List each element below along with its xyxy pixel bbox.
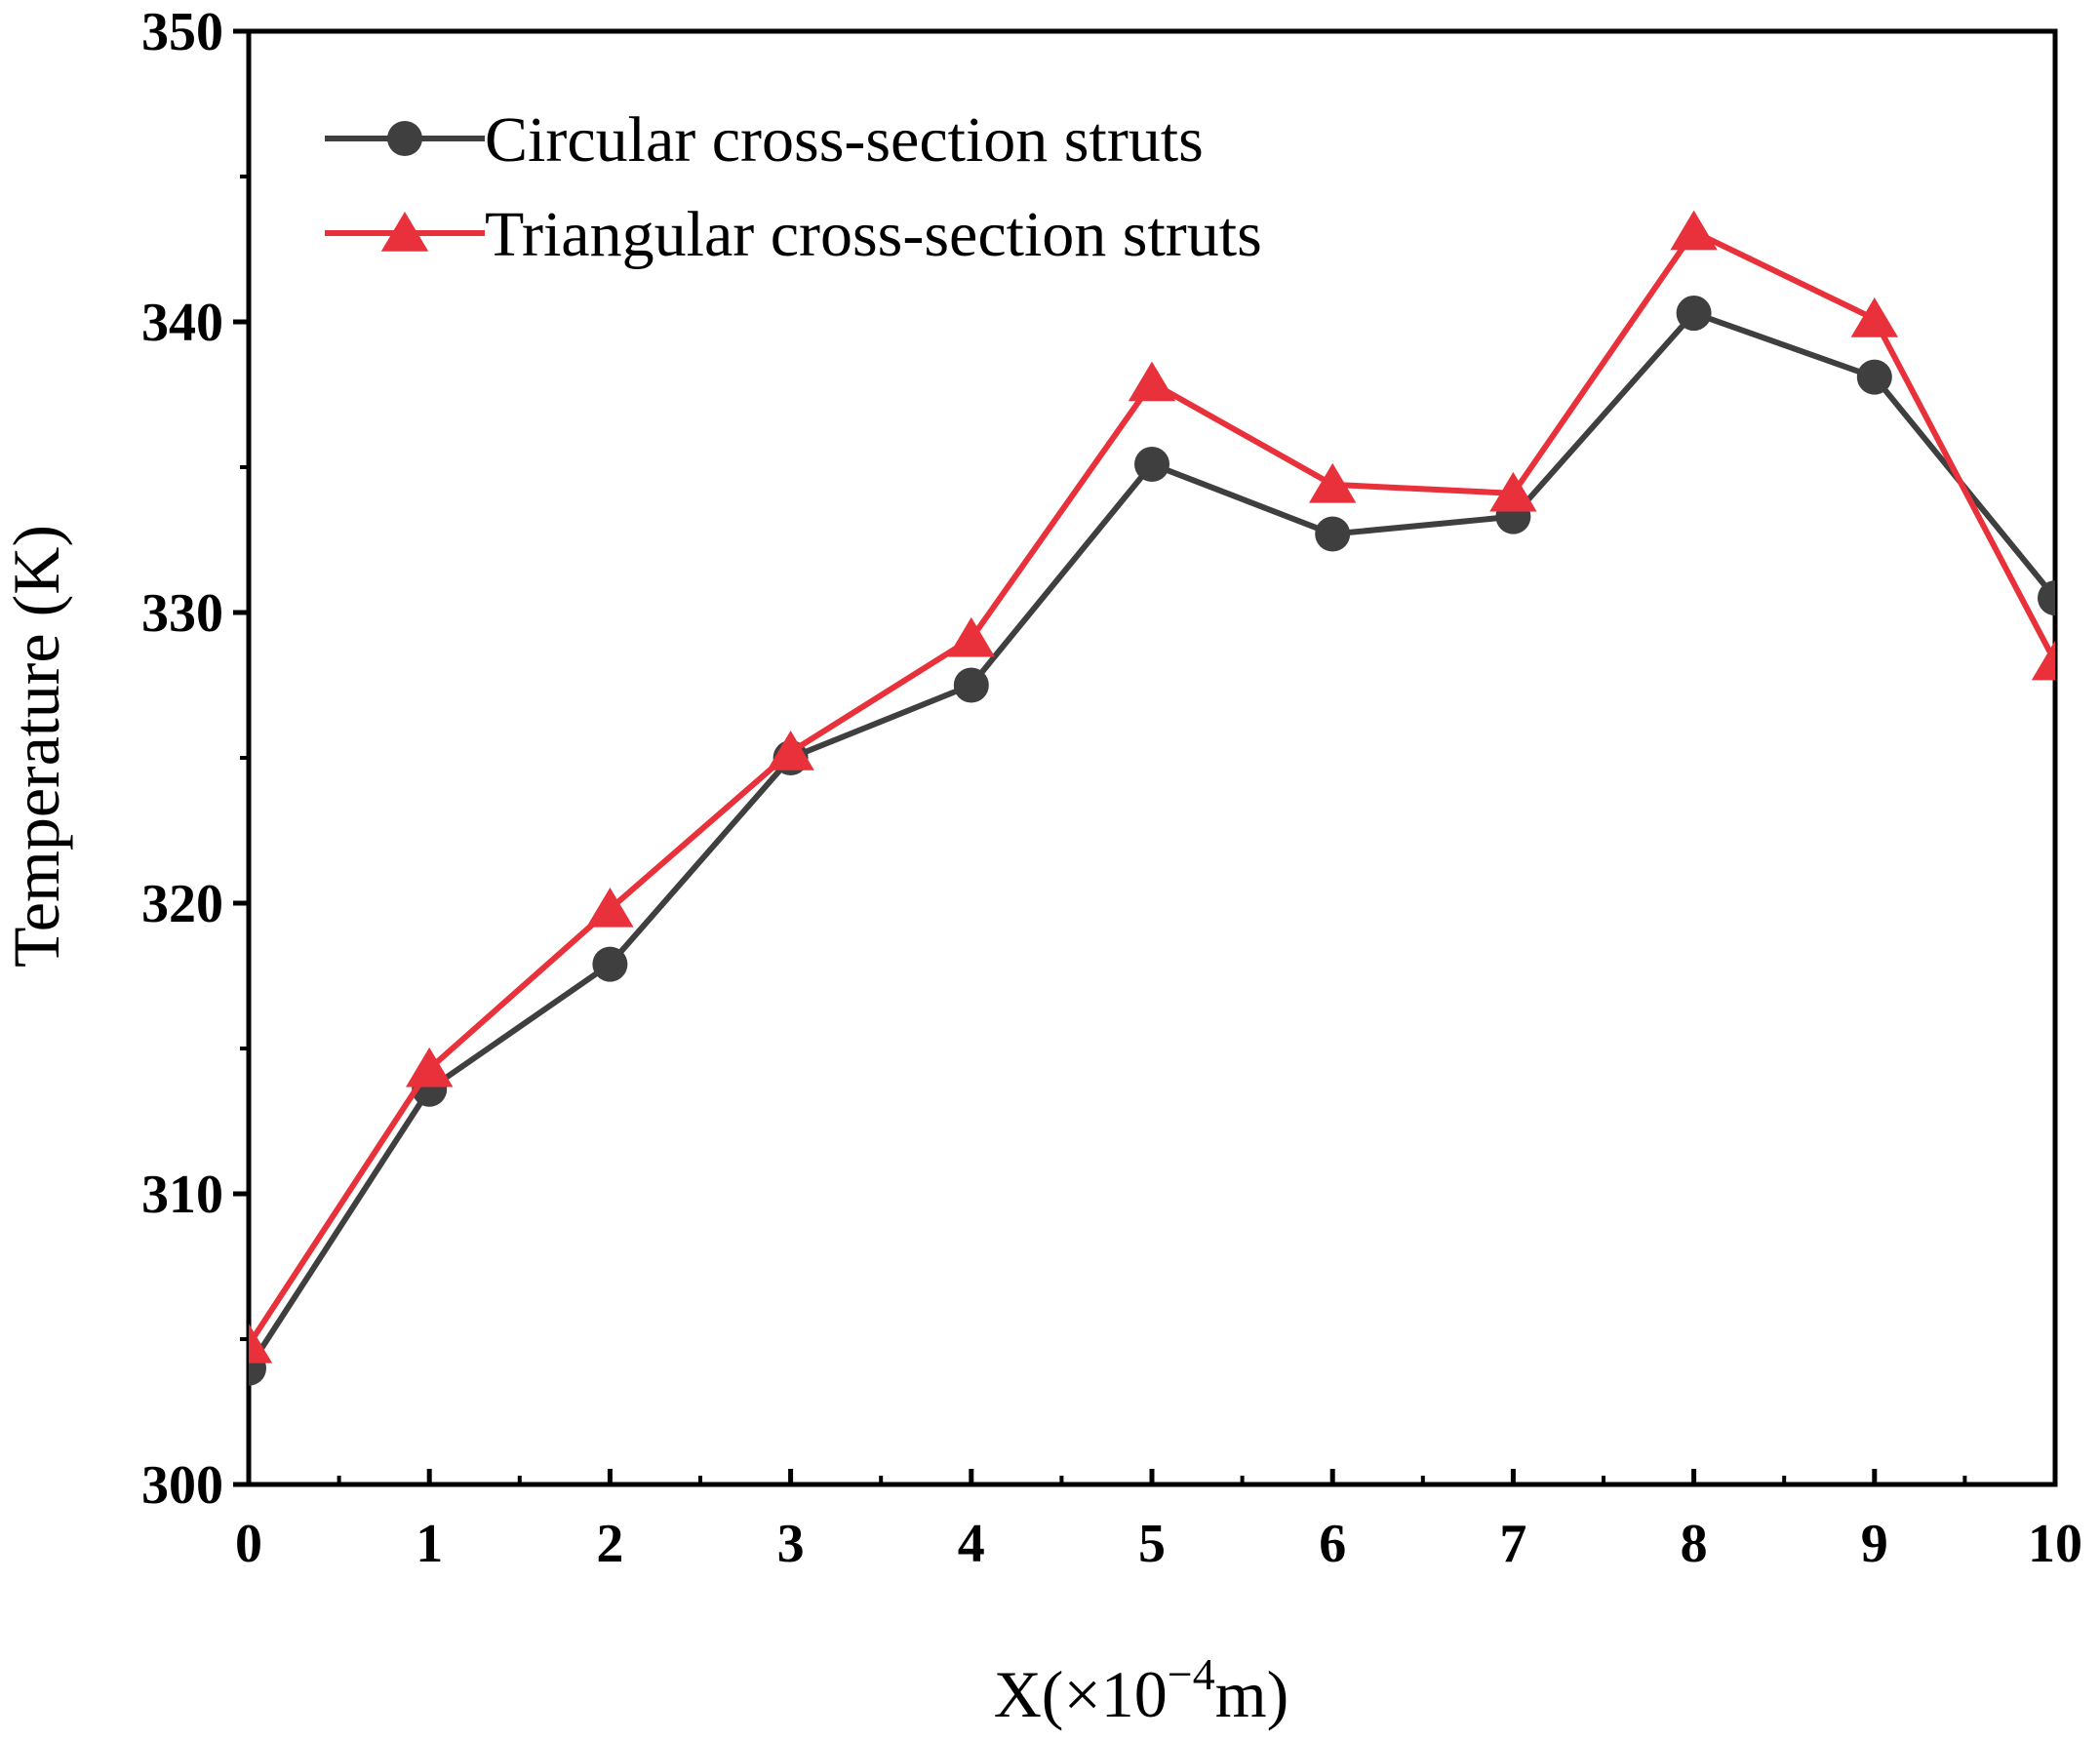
data-point bbox=[767, 731, 814, 771]
data-point bbox=[947, 616, 995, 657]
x-axis-title-prefix: X(×10 bbox=[994, 1657, 1168, 1731]
x-axis-title-suffix: m) bbox=[1215, 1657, 1289, 1731]
data-point bbox=[2038, 580, 2055, 616]
y-tick-label: 320 bbox=[141, 874, 223, 934]
series-layer bbox=[249, 210, 2055, 1386]
y-axis-title: Temperature (K) bbox=[0, 525, 73, 968]
data-point bbox=[1670, 210, 1718, 251]
x-axis-title-superscript: −4 bbox=[1168, 1649, 1215, 1699]
data-point bbox=[592, 946, 628, 982]
x-axis-title: X(×10−4m) bbox=[994, 1649, 1289, 1731]
x-tick-label: 5 bbox=[1138, 1514, 1166, 1574]
series-triangular bbox=[249, 210, 2055, 1364]
data-point bbox=[1315, 516, 1351, 552]
data-point bbox=[1676, 296, 1712, 332]
y-tick-label: 310 bbox=[141, 1165, 223, 1225]
x-tick-label: 7 bbox=[1499, 1514, 1526, 1574]
data-point bbox=[1309, 462, 1357, 503]
series-circular bbox=[249, 296, 2055, 1386]
legend-item: Triangular cross-section struts bbox=[325, 199, 1262, 270]
y-tick-label: 350 bbox=[141, 2, 223, 62]
x-tick-label: 0 bbox=[235, 1514, 262, 1574]
data-point bbox=[406, 1047, 454, 1088]
x-tick-label: 3 bbox=[777, 1514, 805, 1574]
legend-marker bbox=[380, 212, 429, 252]
x-tick-label: 2 bbox=[596, 1514, 623, 1574]
data-point bbox=[1489, 471, 1537, 512]
data-point bbox=[1850, 297, 1898, 337]
legend-marker bbox=[387, 121, 422, 156]
data-point bbox=[249, 1323, 273, 1364]
y-tick-label: 340 bbox=[141, 293, 223, 353]
data-point bbox=[586, 887, 634, 928]
data-point bbox=[953, 667, 989, 703]
y-tick-label: 300 bbox=[141, 1455, 223, 1516]
x-tick-label: 4 bbox=[958, 1514, 985, 1574]
legend-label: Circular cross-section struts bbox=[485, 104, 1204, 176]
x-tick-label: 9 bbox=[1861, 1514, 1888, 1574]
y-tick-label: 330 bbox=[141, 583, 223, 644]
x-tick-label: 10 bbox=[2028, 1514, 2082, 1574]
y-axis-title-group: Temperature (K) bbox=[0, 525, 73, 968]
data-point bbox=[1134, 447, 1169, 483]
legend-label: Triangular cross-section struts bbox=[485, 199, 1262, 270]
data-point bbox=[2031, 640, 2055, 681]
legend-item: Circular cross-section struts bbox=[325, 104, 1204, 176]
data-point bbox=[1856, 359, 1892, 395]
plot-layer: 0 1 2 3 4 5 6 7 8 9 10 300 310 320 330 340 350 Circular c… bbox=[141, 2, 2082, 1574]
data-point bbox=[1128, 361, 1176, 402]
x-tick-label: 6 bbox=[1319, 1514, 1346, 1574]
legend: Circular cross-section struts Triangular … bbox=[325, 104, 1262, 270]
x-tick-label: 8 bbox=[1681, 1514, 1708, 1574]
x-tick-label: 1 bbox=[416, 1514, 443, 1574]
